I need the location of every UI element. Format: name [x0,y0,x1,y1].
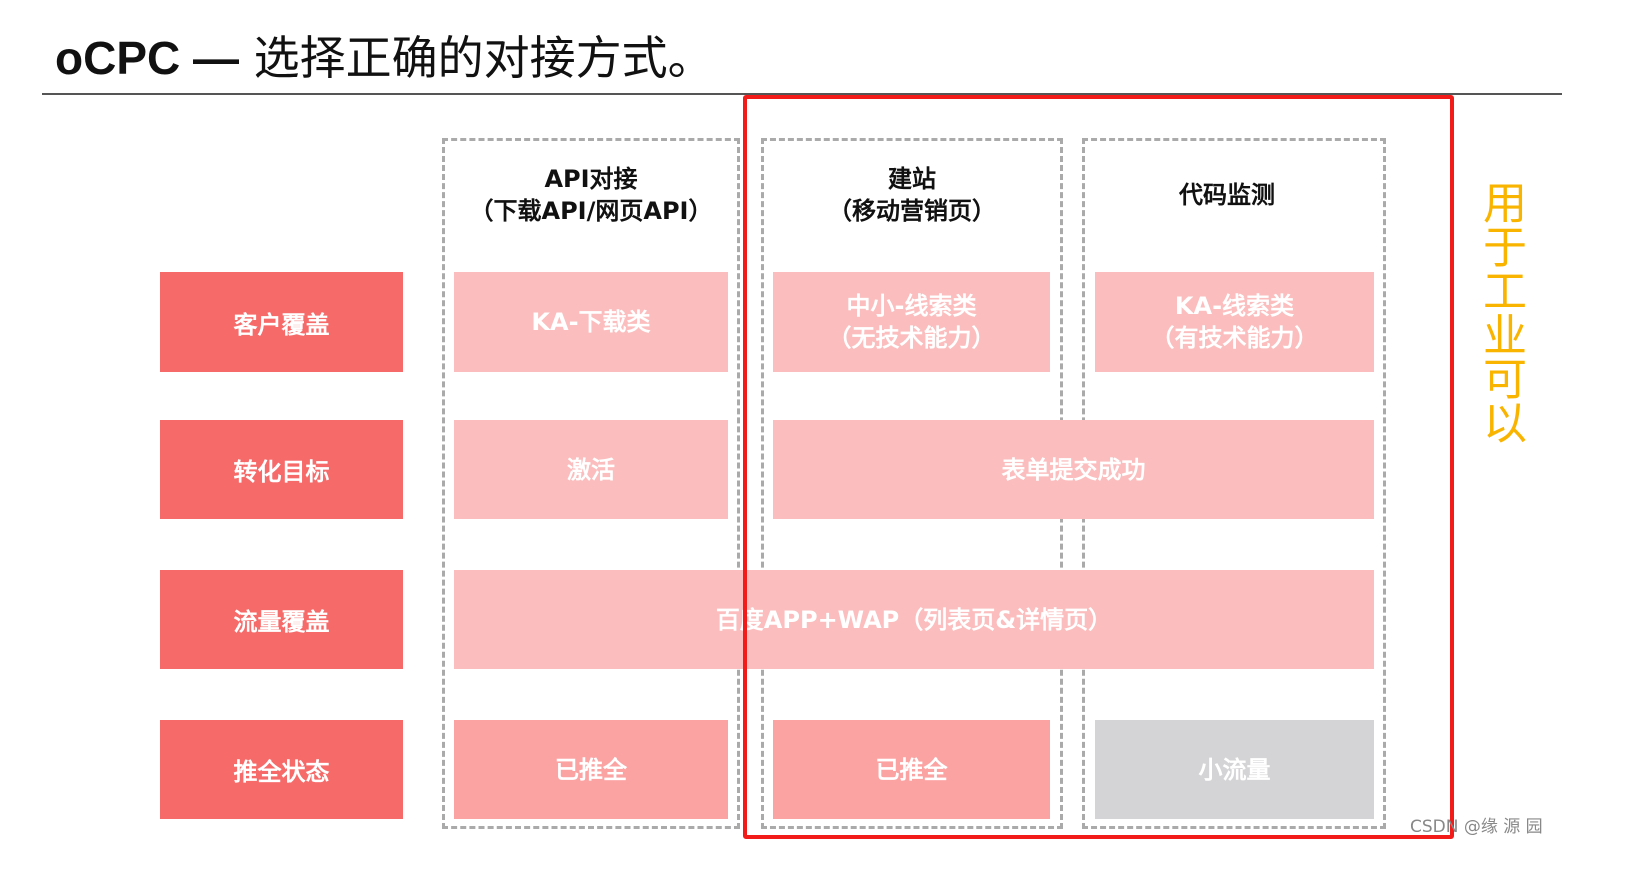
cell-goal-api: 激活 [454,420,728,519]
title-prefix: oCPC — [55,32,239,84]
cell-traffic: 百度APP+WAP（列表页&详情页） [454,570,1374,669]
cell-coverage-site: 中小-线索类 （无技术能力） [773,272,1050,372]
cell-goal-site-code: 表单提交成功 [773,420,1374,519]
column-api [442,138,740,829]
cell-coverage-code: KA-线索类 （有技术能力） [1095,272,1374,372]
row-label-traffic: 流量覆盖 [160,570,403,669]
row-label-goal: 转化目标 [160,420,403,519]
cell-coverage-api: KA-下载类 [454,272,728,372]
cell-status-code: 小流量 [1095,720,1374,819]
header-site: 建站 （移动营销页） [828,165,996,225]
title-divider [42,93,1562,95]
watermark: CSDN @缘 源 园 [1410,817,1543,837]
annotation-text: 用于工业可以 [1475,180,1526,444]
slide-title: oCPC — 选择正确的对接方式。 [55,22,714,88]
title-text: 选择正确的对接方式。 [239,31,714,85]
cell-status-api: 已推全 [454,720,728,819]
cell-status-site: 已推全 [773,720,1050,819]
header-code: 代码监测 [1179,181,1275,209]
highlight-box [743,95,1454,839]
row-label-status: 推全状态 [160,720,403,819]
header-api: API对接 （下载API/网页API） [469,165,713,225]
row-label-coverage: 客户覆盖 [160,272,403,372]
